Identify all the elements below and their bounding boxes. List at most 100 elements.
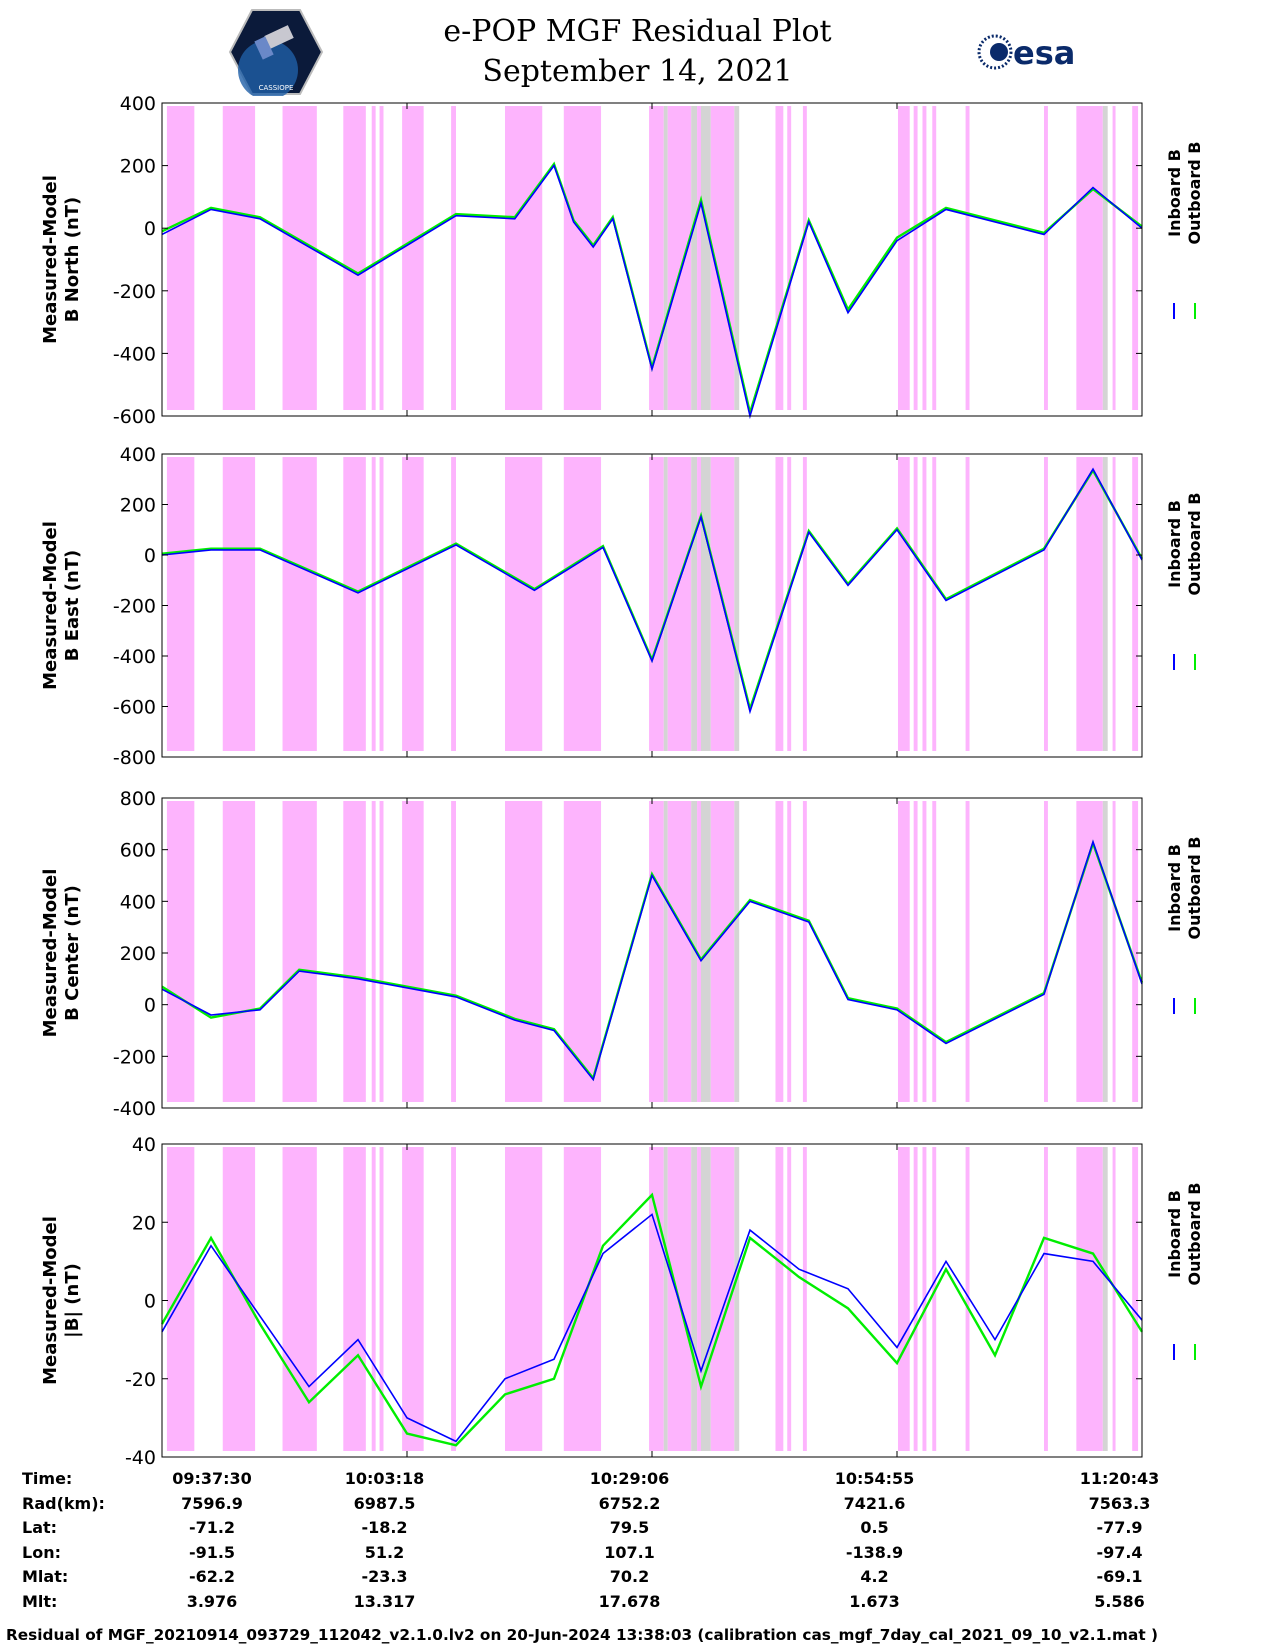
info-row: Mlat: -62.2 -23.3 70.2 4.2 -69.1 (22, 1565, 1242, 1590)
y-tick-label: 0 (144, 545, 156, 567)
shaded-interval (222, 801, 256, 1102)
shaded-interval (451, 801, 456, 1102)
info-cell: 11:20:43 (1079, 1469, 1160, 1488)
orbit-info-table: Time: 09:37:30 10:03:18 10:29:06 10:54:55 11:… (22, 1467, 1242, 1614)
page-subtitle: September 14, 2021 (482, 54, 793, 89)
shaded-interval (897, 801, 910, 1102)
legend-inboard-label: Inboard B (1165, 149, 1184, 237)
info-row-label: Rad(km): (22, 1493, 105, 1513)
info-cell: 0.5 (860, 1518, 889, 1537)
shaded-interval (505, 1147, 543, 1451)
shaded-interval (913, 1147, 918, 1451)
shaded-interval (1044, 801, 1048, 1102)
shaded-interval (913, 801, 918, 1102)
page-title: e-POP MGF Residual Plot (443, 14, 832, 49)
shaded-interval (667, 801, 692, 1102)
series-inboard-line (161, 163, 1143, 420)
info-row: Time: 09:37:30 10:03:18 10:29:06 10:54:55 11:… (22, 1467, 1242, 1492)
y-tick-label: 0 (144, 995, 156, 1017)
y-tick-label: -400 (113, 1098, 156, 1120)
shaded-interval (222, 1147, 256, 1451)
shaded-interval (691, 801, 698, 1102)
y-tick-label: 400 (120, 891, 156, 913)
shaded-interval (1102, 457, 1108, 751)
shaded-interval (691, 106, 698, 410)
shaded-interval (282, 457, 317, 751)
esa-logo-text: esa (1013, 34, 1075, 72)
shaded-interval (451, 1147, 456, 1451)
y-tick-label: 200 (120, 156, 156, 178)
info-cell: -138.9 (845, 1542, 904, 1562)
shaded-interval (922, 801, 927, 1102)
y-axis-label: Measured-Model (40, 175, 61, 344)
shaded-interval (663, 457, 668, 751)
info-cell: 7421.6 (843, 1493, 906, 1513)
shaded-interval (343, 457, 366, 751)
shaded-interval (710, 801, 735, 1102)
y-tick-label: -200 (113, 1046, 156, 1068)
info-cell: -62.2 (188, 1567, 236, 1586)
info-row-label: Lon: (22, 1542, 61, 1562)
y-tick-label: -600 (113, 697, 156, 719)
y-axis-label: B East (nT) (62, 550, 83, 662)
shaded-interval (965, 801, 970, 1102)
info-row-label: Mlat: (22, 1567, 69, 1586)
info-cell: 5.586 (1094, 1591, 1145, 1611)
shaded-interval (1132, 457, 1139, 751)
shaded-interval (663, 1147, 668, 1451)
shaded-interval (649, 1147, 664, 1451)
shaded-interval (222, 106, 256, 410)
shaded-interval (965, 1147, 970, 1451)
shaded-interval (343, 106, 366, 410)
y-axis-label: |B| (nT) (62, 1263, 83, 1338)
shaded-interval (965, 106, 970, 410)
shaded-interval (402, 106, 424, 410)
shaded-interval (787, 457, 792, 751)
y-tick-label: -40 (125, 1447, 156, 1469)
info-cell: 10:54:55 (834, 1469, 915, 1488)
series-inboard-line (161, 1213, 1143, 1443)
y-axis-label: B North (nT) (62, 197, 83, 323)
shaded-interval (371, 1147, 376, 1451)
legend-outboard-label: Outboard B (1185, 142, 1204, 245)
shaded-interval (897, 1147, 910, 1451)
shaded-interval (563, 457, 602, 751)
info-cell: 10:29:06 (589, 1469, 670, 1488)
shaded-interval (802, 457, 807, 751)
shaded-interval (166, 801, 195, 1102)
shaded-interval (787, 106, 792, 410)
info-cell: 6987.5 (353, 1493, 416, 1513)
info-row: Lon: -91.5 51.2 107.1 -138.9 -97.4 (22, 1541, 1242, 1566)
shaded-interval (371, 106, 376, 410)
shaded-interval (451, 106, 456, 410)
shaded-interval (371, 801, 376, 1102)
shaded-interval (282, 106, 317, 410)
shaded-interval (1044, 457, 1048, 751)
chart-panel-3: 800 600 400 200 0 -200 -400 Measured-Model B Cen… (40, 788, 1204, 1120)
info-row: Lat: -71.2 -18.2 79.5 0.5 -77.9 (22, 1516, 1242, 1541)
y-tick-label: 20 (132, 1212, 156, 1234)
info-cell: -69.1 (1096, 1567, 1143, 1586)
esa-logo: esa (977, 34, 1075, 72)
shaded-interval (1132, 801, 1139, 1102)
series-outboard-line (160, 1192, 1144, 1447)
shaded-interval (282, 801, 317, 1102)
shaded-interval (667, 106, 692, 410)
shaded-interval (1076, 106, 1103, 410)
series-inboard-line (161, 839, 1143, 1082)
shaded-interval (1076, 801, 1103, 1102)
y-tick-label: 40 (132, 1134, 156, 1156)
shaded-interval (1076, 1147, 1103, 1451)
legend-inboard-label: Inboard B (1165, 844, 1184, 932)
shaded-interval (922, 106, 927, 410)
shaded-interval (505, 106, 543, 410)
info-cell: -77.9 (1096, 1518, 1143, 1537)
shaded-interval (710, 106, 735, 410)
info-cell: 4.2 (860, 1567, 889, 1586)
y-tick-label: 600 (120, 840, 156, 862)
y-tick-label: -400 (113, 646, 156, 668)
info-cell: 6752.2 (598, 1493, 661, 1513)
shaded-interval (166, 457, 195, 751)
info-cell: 1.673 (849, 1591, 900, 1611)
